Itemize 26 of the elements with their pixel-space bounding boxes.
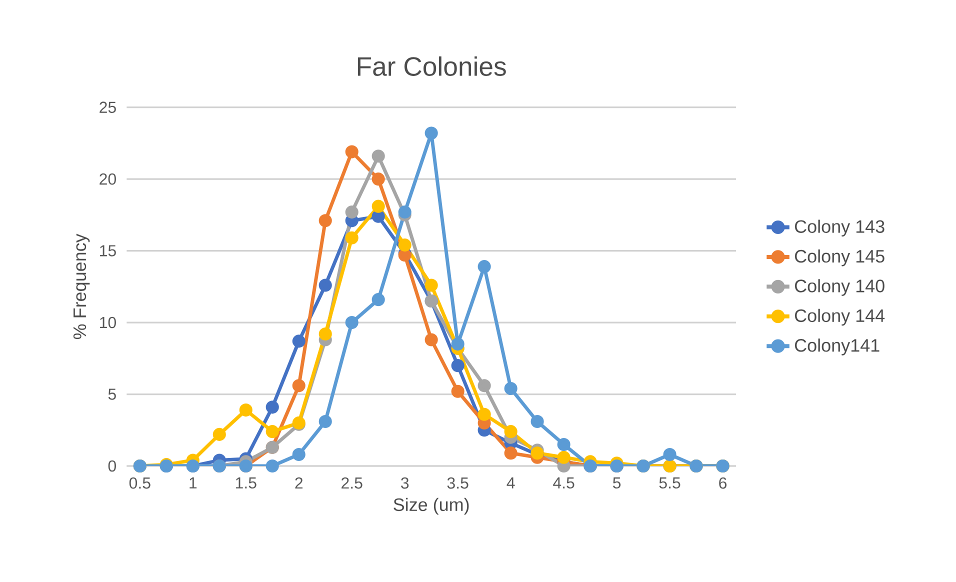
x-tick-label: 1 <box>190 477 197 488</box>
x-tick-label: 4 <box>506 477 515 488</box>
y-tick-label: 15 <box>100 245 116 256</box>
x-tick-label: 2 <box>295 477 303 489</box>
x-tick-label: 2.5 <box>342 477 362 489</box>
x-axis-title: Size (um) <box>394 498 469 515</box>
chart-title: Far Colonies <box>358 56 506 76</box>
x-tick-label: 5.5 <box>659 477 680 489</box>
x-tick-label: 6 <box>719 477 727 489</box>
legend-label: Colony 144 <box>794 308 885 326</box>
y-tick-label: 0 <box>108 460 116 472</box>
x-tick-label: 0.5 <box>129 477 150 489</box>
legend-label: Colony 145 <box>794 249 884 266</box>
legend-label: Colony 140 <box>794 279 884 296</box>
legend-label: Colony141 <box>794 338 880 356</box>
y-tick-label: 25 <box>100 102 116 113</box>
x-tick-label: 5 <box>612 477 621 489</box>
y-axis-title: % Frequency <box>73 234 90 340</box>
x-tick-label: 3 <box>401 477 409 489</box>
x-tick-label: 4.5 <box>553 477 574 489</box>
x-tick-label: 3.5 <box>447 477 468 489</box>
legend-label: Colony 143 <box>794 220 884 237</box>
y-tick-label: 5 <box>108 388 116 400</box>
y-tick-label: 10 <box>100 316 116 328</box>
y-tick-label: 20 <box>100 173 116 185</box>
x-tick-label: 1.5 <box>236 477 256 489</box>
